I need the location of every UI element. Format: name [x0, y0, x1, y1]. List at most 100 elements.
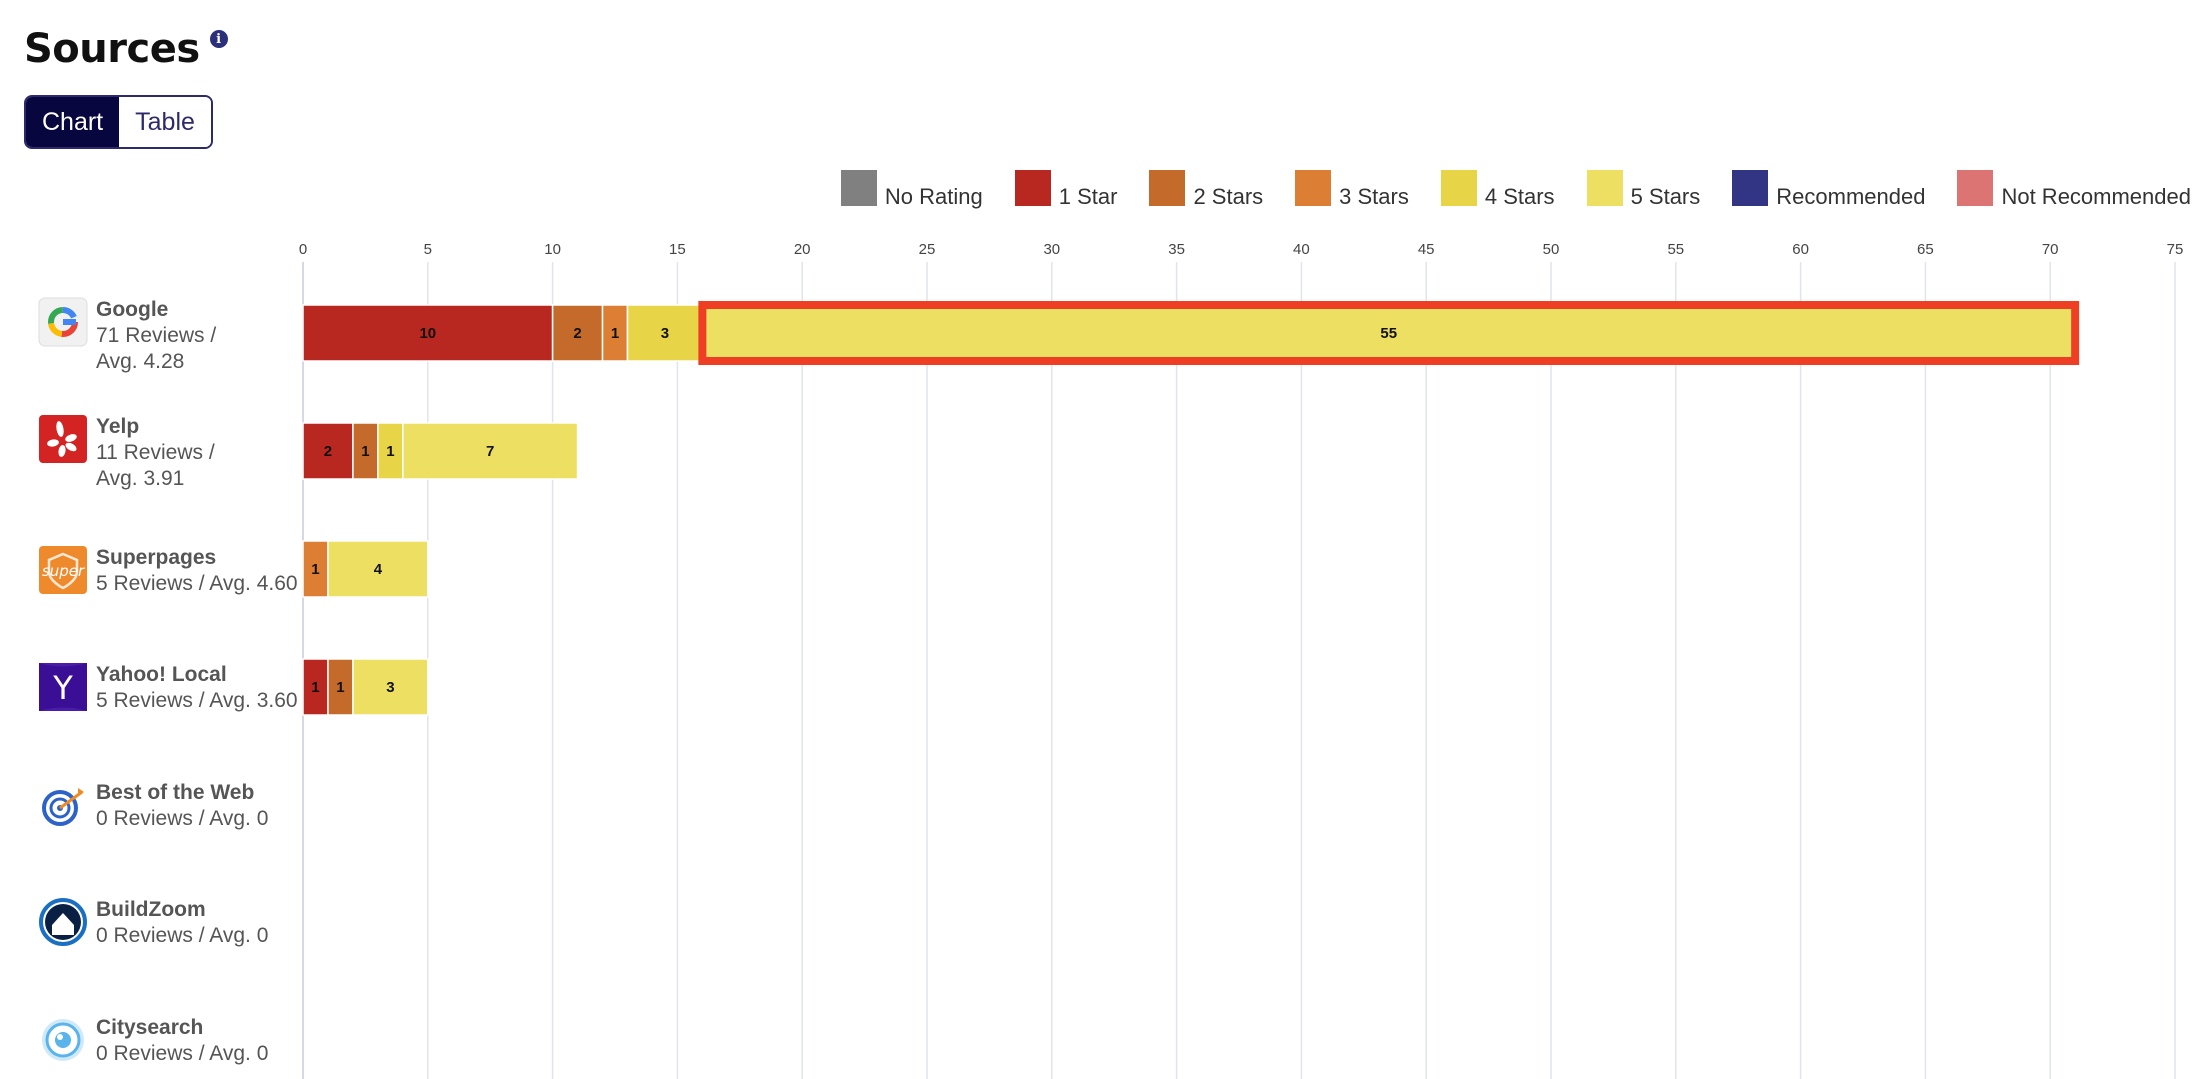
bar-segment[interactable] [352, 658, 429, 716]
bar-value-label: 3 [661, 325, 669, 342]
x-tick-label: 20 [794, 241, 811, 258]
legend-label: 1 Star [1058, 184, 1118, 209]
source-name: Best of the Web [96, 781, 255, 804]
legend-item-3-stars[interactable]: 3 Stars [1295, 170, 1409, 210]
x-tick-label: 45 [1418, 241, 1435, 258]
bar-segment[interactable] [551, 304, 604, 362]
superpages-logo-icon: super [39, 546, 87, 594]
source-name: Google [96, 298, 169, 321]
bar-value-label: 1 [336, 679, 344, 696]
source-stats: 5 Reviews / Avg. 3.60 [96, 689, 298, 712]
citysearch-logo-icon [42, 1019, 84, 1061]
legend-swatch [1586, 170, 1623, 206]
source-row-superpages[interactable]: super Superpages 5 Reviews / Avg. 4.60 [38, 545, 298, 597]
legend-swatch [1732, 170, 1769, 206]
google-logo-icon [38, 297, 88, 347]
bar-value-label: 1 [311, 561, 319, 578]
legend-swatch [840, 170, 877, 206]
legend-label: 5 Stars [1630, 184, 1701, 209]
x-tick-label: 25 [919, 241, 936, 258]
source-name: BuildZoom [96, 898, 206, 921]
x-tick-label: 0 [299, 241, 307, 258]
source-row-yahoo-local[interactable]: Y Yahoo! Local 5 Reviews / Avg. 3.60 [38, 662, 298, 714]
x-tick-label: 35 [1168, 241, 1185, 258]
bar-value-label: 2 [573, 325, 581, 342]
legend-swatch [1149, 170, 1186, 206]
x-tick-label: 10 [544, 241, 561, 258]
source-name: Superpages [96, 546, 217, 569]
bar-segment[interactable] [327, 540, 429, 598]
legend-label: 4 Stars [1484, 184, 1555, 209]
source-name: Yahoo! Local [96, 663, 227, 686]
legend-item-no-rating[interactable]: No Rating [840, 170, 983, 210]
legend-item-recommended[interactable]: Recommended [1732, 170, 1925, 210]
legend-swatch [1014, 170, 1051, 206]
source-stats: 0 Reviews / Avg. 0 [96, 1042, 269, 1065]
bar-segment[interactable] [626, 304, 704, 362]
source-name: Citysearch [96, 1016, 204, 1039]
legend-label: No Rating [884, 184, 983, 209]
bar-segment[interactable] [377, 422, 404, 480]
legend-item-not-recommended[interactable]: Not Recommended [1957, 170, 2191, 210]
x-tick-label: 75 [2167, 241, 2184, 258]
page-title: Sources [24, 26, 200, 72]
x-tick-label: 5 [424, 241, 432, 258]
x-tick-label: 30 [1043, 241, 1060, 258]
source-stats: 11 Reviews / Avg. 3.91 [96, 441, 215, 490]
legend-label: 3 Stars [1339, 184, 1409, 209]
bar-value-label: 1 [386, 443, 394, 460]
bar-value-label: 2 [324, 443, 332, 460]
source-row-best-of-the-web[interactable]: Best of the Web 0 Reviews / Avg. 0 [38, 780, 268, 832]
bar-segment[interactable] [302, 304, 554, 362]
source-row-google[interactable]: Google 71 Reviews / Avg. 4.28 [38, 297, 236, 375]
source-stats: 5 Reviews / Avg. 4.60 [96, 572, 298, 595]
bar-segment[interactable] [302, 422, 354, 480]
source-stats: 0 Reviews / Avg. 0 [96, 924, 269, 947]
bar-value-label: 10 [419, 325, 436, 342]
source-row-yelp[interactable]: Yelp 11 Reviews / Avg. 3.91 [38, 414, 236, 492]
legend-item-4-stars[interactable]: 4 Stars [1440, 170, 1555, 210]
yelp-logo-icon [39, 415, 87, 463]
bar-segment[interactable] [402, 422, 579, 480]
bar-value-label: 4 [374, 561, 383, 578]
x-tick-label: 40 [1293, 241, 1310, 258]
legend-swatch [1957, 170, 1994, 206]
chart-view-button[interactable]: Chart [26, 97, 120, 147]
bar-segment[interactable] [698, 301, 2080, 365]
info-icon[interactable]: i [209, 30, 228, 48]
bar-value-label: 1 [311, 679, 319, 696]
bar-value-label: 1 [611, 325, 619, 342]
source-stats: 71 Reviews / Avg. 4.28 [96, 324, 217, 373]
x-tick-label: 15 [669, 241, 686, 258]
x-tick-label: 70 [2042, 241, 2059, 258]
yahoo-logo-icon: Y [39, 663, 87, 711]
bar-value-label: 1 [361, 443, 369, 460]
source-name: Yelp [96, 415, 140, 438]
x-tick-label: 50 [1543, 241, 1560, 258]
legend-item-1-star[interactable]: 1 Star [1014, 170, 1118, 210]
bar-segment[interactable] [601, 304, 629, 362]
svg-text:super: super [42, 562, 85, 580]
legend-item-5-stars[interactable]: 5 Stars [1586, 170, 1701, 210]
table-view-button[interactable]: Table [119, 97, 211, 147]
bar-segment[interactable] [302, 658, 329, 716]
page-header: Sources i [24, 26, 228, 72]
x-tick-label: 60 [1792, 241, 1809, 258]
bar-value-label: 3 [386, 679, 394, 696]
source-row-buildzoom[interactable]: BuildZoom 0 Reviews / Avg. 0 [38, 897, 268, 949]
legend-label: 2 Stars [1193, 184, 1264, 209]
legend-item-2-stars[interactable]: 2 Stars [1149, 170, 1263, 210]
bar-value-label: 55 [1380, 325, 1397, 342]
source-row-citysearch[interactable]: Citysearch 0 Reviews / Avg. 0 [38, 1015, 268, 1067]
x-tick-label: 55 [1667, 241, 1684, 258]
svg-text:Y: Y [52, 669, 73, 707]
legend-label: Recommended [1776, 184, 1926, 209]
bar-value-label: 7 [486, 443, 494, 460]
legend-label: Not Recommended [2001, 184, 2191, 209]
chart-legend: No Rating 1 Star 2 Stars 3 Stars 4 Stars… [809, 170, 2191, 210]
legend-swatch [1440, 170, 1477, 206]
view-toggle: Chart Table [24, 95, 213, 149]
bar-segment[interactable] [302, 540, 329, 598]
legend-swatch [1295, 170, 1332, 206]
